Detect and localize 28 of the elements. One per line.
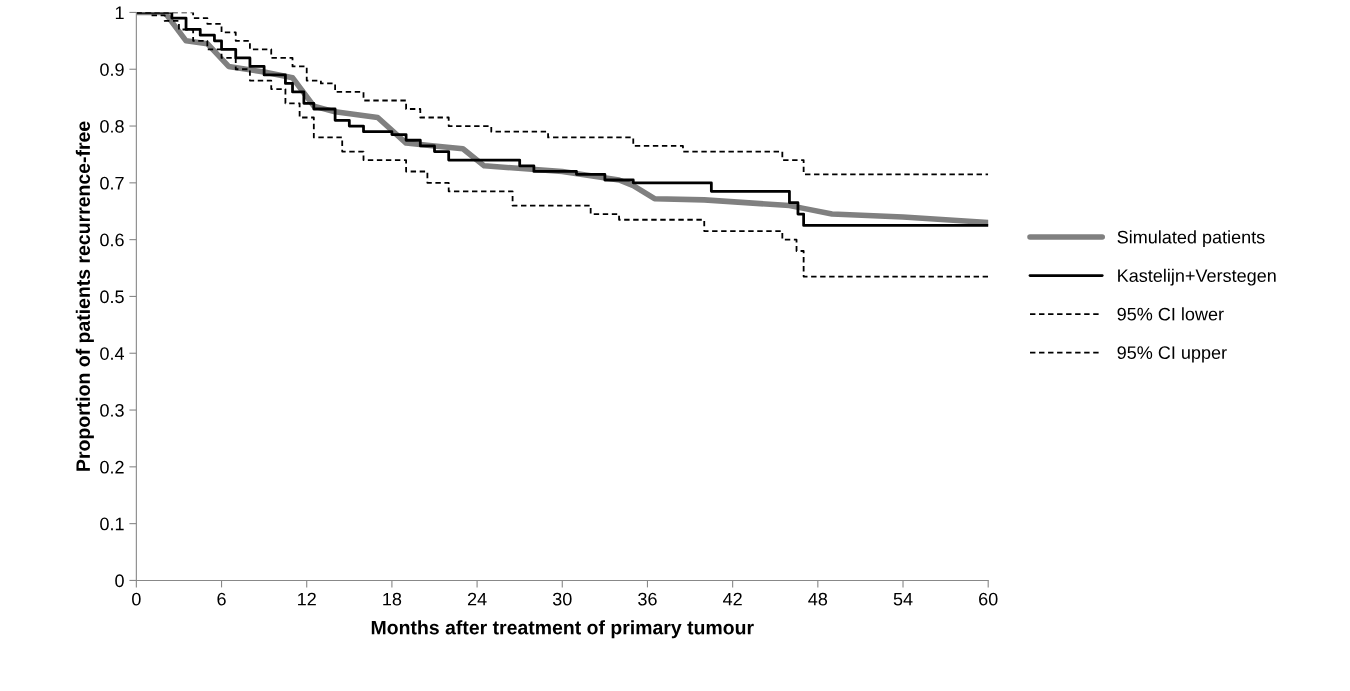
x-tick-label: 0 <box>132 592 141 606</box>
x-axis-title: Months after treatment of primary tumour <box>371 620 754 639</box>
x-tick-label: 60 <box>979 592 998 606</box>
x-tick-label: 6 <box>217 592 226 606</box>
y-tick-label: 0.1 <box>100 517 124 531</box>
x-tick-label: 12 <box>298 592 316 606</box>
y-tick-label: 0.2 <box>100 460 124 474</box>
x-tick-label: 42 <box>723 592 742 606</box>
x-tick-label: 36 <box>638 592 657 606</box>
legend-label: Simulated patients <box>1117 230 1265 248</box>
legend-label: 95% CI lower <box>1117 307 1224 321</box>
legend-label: Kastelijn+Verstegen <box>1118 268 1276 286</box>
x-tick-label: 48 <box>808 592 828 606</box>
x-tick-label: 18 <box>383 592 402 606</box>
y-tick-label: 0.3 <box>100 403 124 417</box>
y-tick-label: 0 <box>115 574 124 588</box>
y-tick-label: 0.9 <box>100 63 124 76</box>
y-tick-label: 1 <box>115 6 124 19</box>
x-tick-label: 30 <box>552 592 572 606</box>
y-tick-label: 0.6 <box>100 233 124 247</box>
y-tick-label: 0.8 <box>100 119 124 133</box>
y-tick-label: 0.7 <box>100 176 124 190</box>
legend-label: 95% CI upper <box>1117 346 1227 363</box>
x-tick-label: 54 <box>893 592 913 606</box>
y-tick-label: 0.5 <box>100 290 124 304</box>
y-axis-title: Proportion of patients recurrence-free <box>75 121 94 471</box>
y-tick-label: 0.4 <box>100 347 125 360</box>
x-tick-label: 24 <box>467 592 487 606</box>
